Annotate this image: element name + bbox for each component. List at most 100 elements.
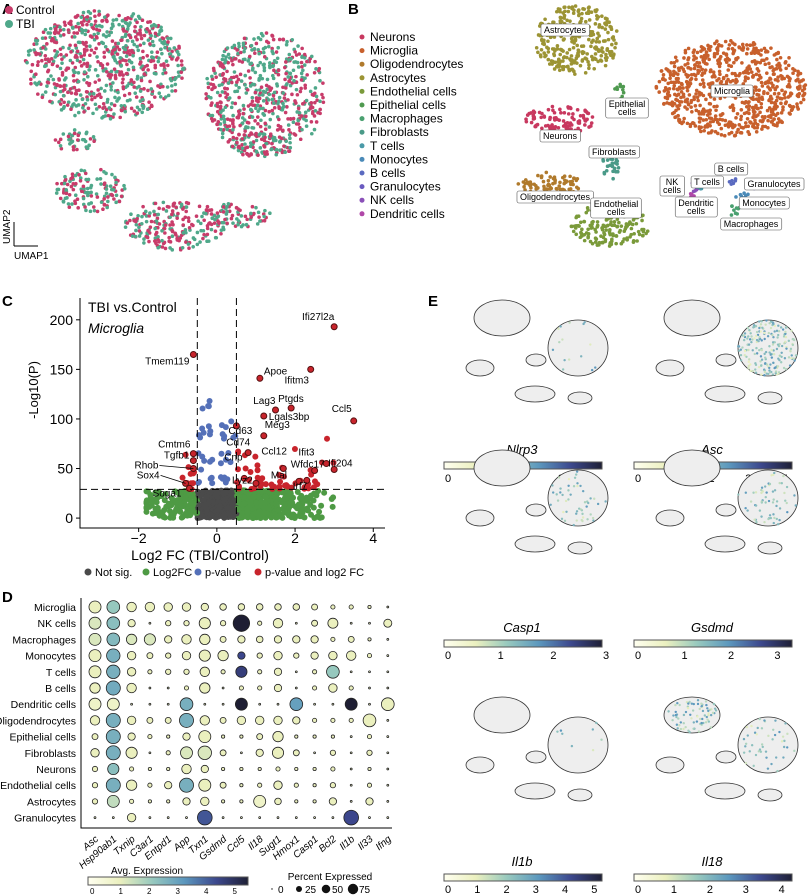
dot-ifng [386,816,390,819]
umap-cell [293,133,298,137]
point-pvalue [198,466,205,473]
umap-cell [542,187,547,192]
umap-cell [170,57,174,61]
umap-cell [608,232,613,237]
umap-cell [114,180,118,185]
dot-bcl2 [331,702,335,706]
umap-cell [236,219,241,223]
umap-cell [141,55,145,60]
point-lyz2 [252,479,260,487]
umap-outline [663,299,721,337]
cluster-label-line: cells [618,107,637,117]
umap-cell [609,49,614,54]
dot-txnip [125,633,138,646]
dot-bcl2 [329,782,336,789]
umap-cell [295,110,300,114]
umap-cell [552,52,556,56]
legend-label: B cells [370,166,405,180]
row-label: Granulocytes [14,813,76,825]
color-legend-tick: 5 [233,887,238,895]
cluster-label: Epithelial cells [609,99,646,117]
umap-cell [696,64,700,69]
umap-cell [250,115,255,119]
umap-cell [256,122,260,126]
expressing-cell [749,369,752,373]
umap-cell [262,65,267,70]
umap-cell [662,89,667,93]
umap-cell [129,106,134,111]
umap-cell [238,72,243,77]
umap-cell [180,76,184,80]
dot-entpd1 [163,602,173,612]
umap-cell [117,22,121,27]
umap-cell [71,73,76,78]
umap-cell [218,93,222,98]
umap-cell [227,96,232,100]
legend-dot [359,143,365,149]
umap-cell [763,62,768,67]
umap-cell [703,68,708,72]
umap-cell [768,77,773,81]
umap-cell [300,55,304,59]
umap-cell [99,182,103,186]
umap-cell [153,63,158,68]
umap-cell [241,111,246,116]
umap-cell [278,140,282,144]
umap-cell [96,59,100,64]
dot-ifng [386,783,390,787]
point-pvalue [205,423,212,430]
umap-cell [298,89,303,94]
umap-cell [729,123,733,128]
umap-cell [204,92,208,96]
umap-cell [146,88,150,93]
point-log2fc [265,505,272,512]
umap-cell [287,128,291,132]
cluster-label: B cells [718,164,745,174]
umap-cell [314,120,319,124]
dot-il18 [256,603,264,611]
umap-cell [783,61,788,65]
cluster-label-line: cells [663,185,682,195]
umap-cell [718,57,722,61]
umap-cell [717,69,722,74]
dot-il33 [367,637,372,642]
row-label: Macrophages [12,634,76,646]
umap-cell [713,114,718,118]
umap-cell [587,5,591,9]
dot-il18 [256,652,263,659]
point-log2fc [281,495,288,502]
umap-cell [75,49,80,54]
expressing-cell [757,320,761,323]
dot-ccl5 [236,715,247,726]
row-label: Neurons [36,764,76,776]
legend-dot [359,102,365,108]
umap-cell [268,65,272,70]
umap-cell [603,237,608,242]
umap-cell [536,50,540,55]
expressing-cell [751,369,754,373]
expressing-cell [767,372,770,376]
point-cmtm6 [189,450,197,458]
dot-txn1 [197,809,213,826]
umap-cell [690,109,694,114]
umap-cell [277,95,282,100]
umap-cell [619,241,624,246]
umap-cell [87,143,91,148]
expressing-cell [764,350,768,354]
umap-cell [576,223,581,228]
umap-cell [263,90,268,94]
umap-cell [102,197,106,201]
umap-cell [222,120,227,125]
umap-cell [146,68,150,72]
expressing-cell [765,319,768,322]
point-ifit3 [322,460,330,468]
umap-cell [262,150,267,154]
point-sig [242,465,249,472]
gene-label-lyz2: Lyz2 [232,475,253,486]
umap-cell [29,69,34,74]
cluster-label-line: cells [687,206,706,216]
umap-cell [686,46,691,51]
umap-cell [552,110,557,115]
umap-cell [274,152,279,157]
umap-cell [251,66,255,70]
